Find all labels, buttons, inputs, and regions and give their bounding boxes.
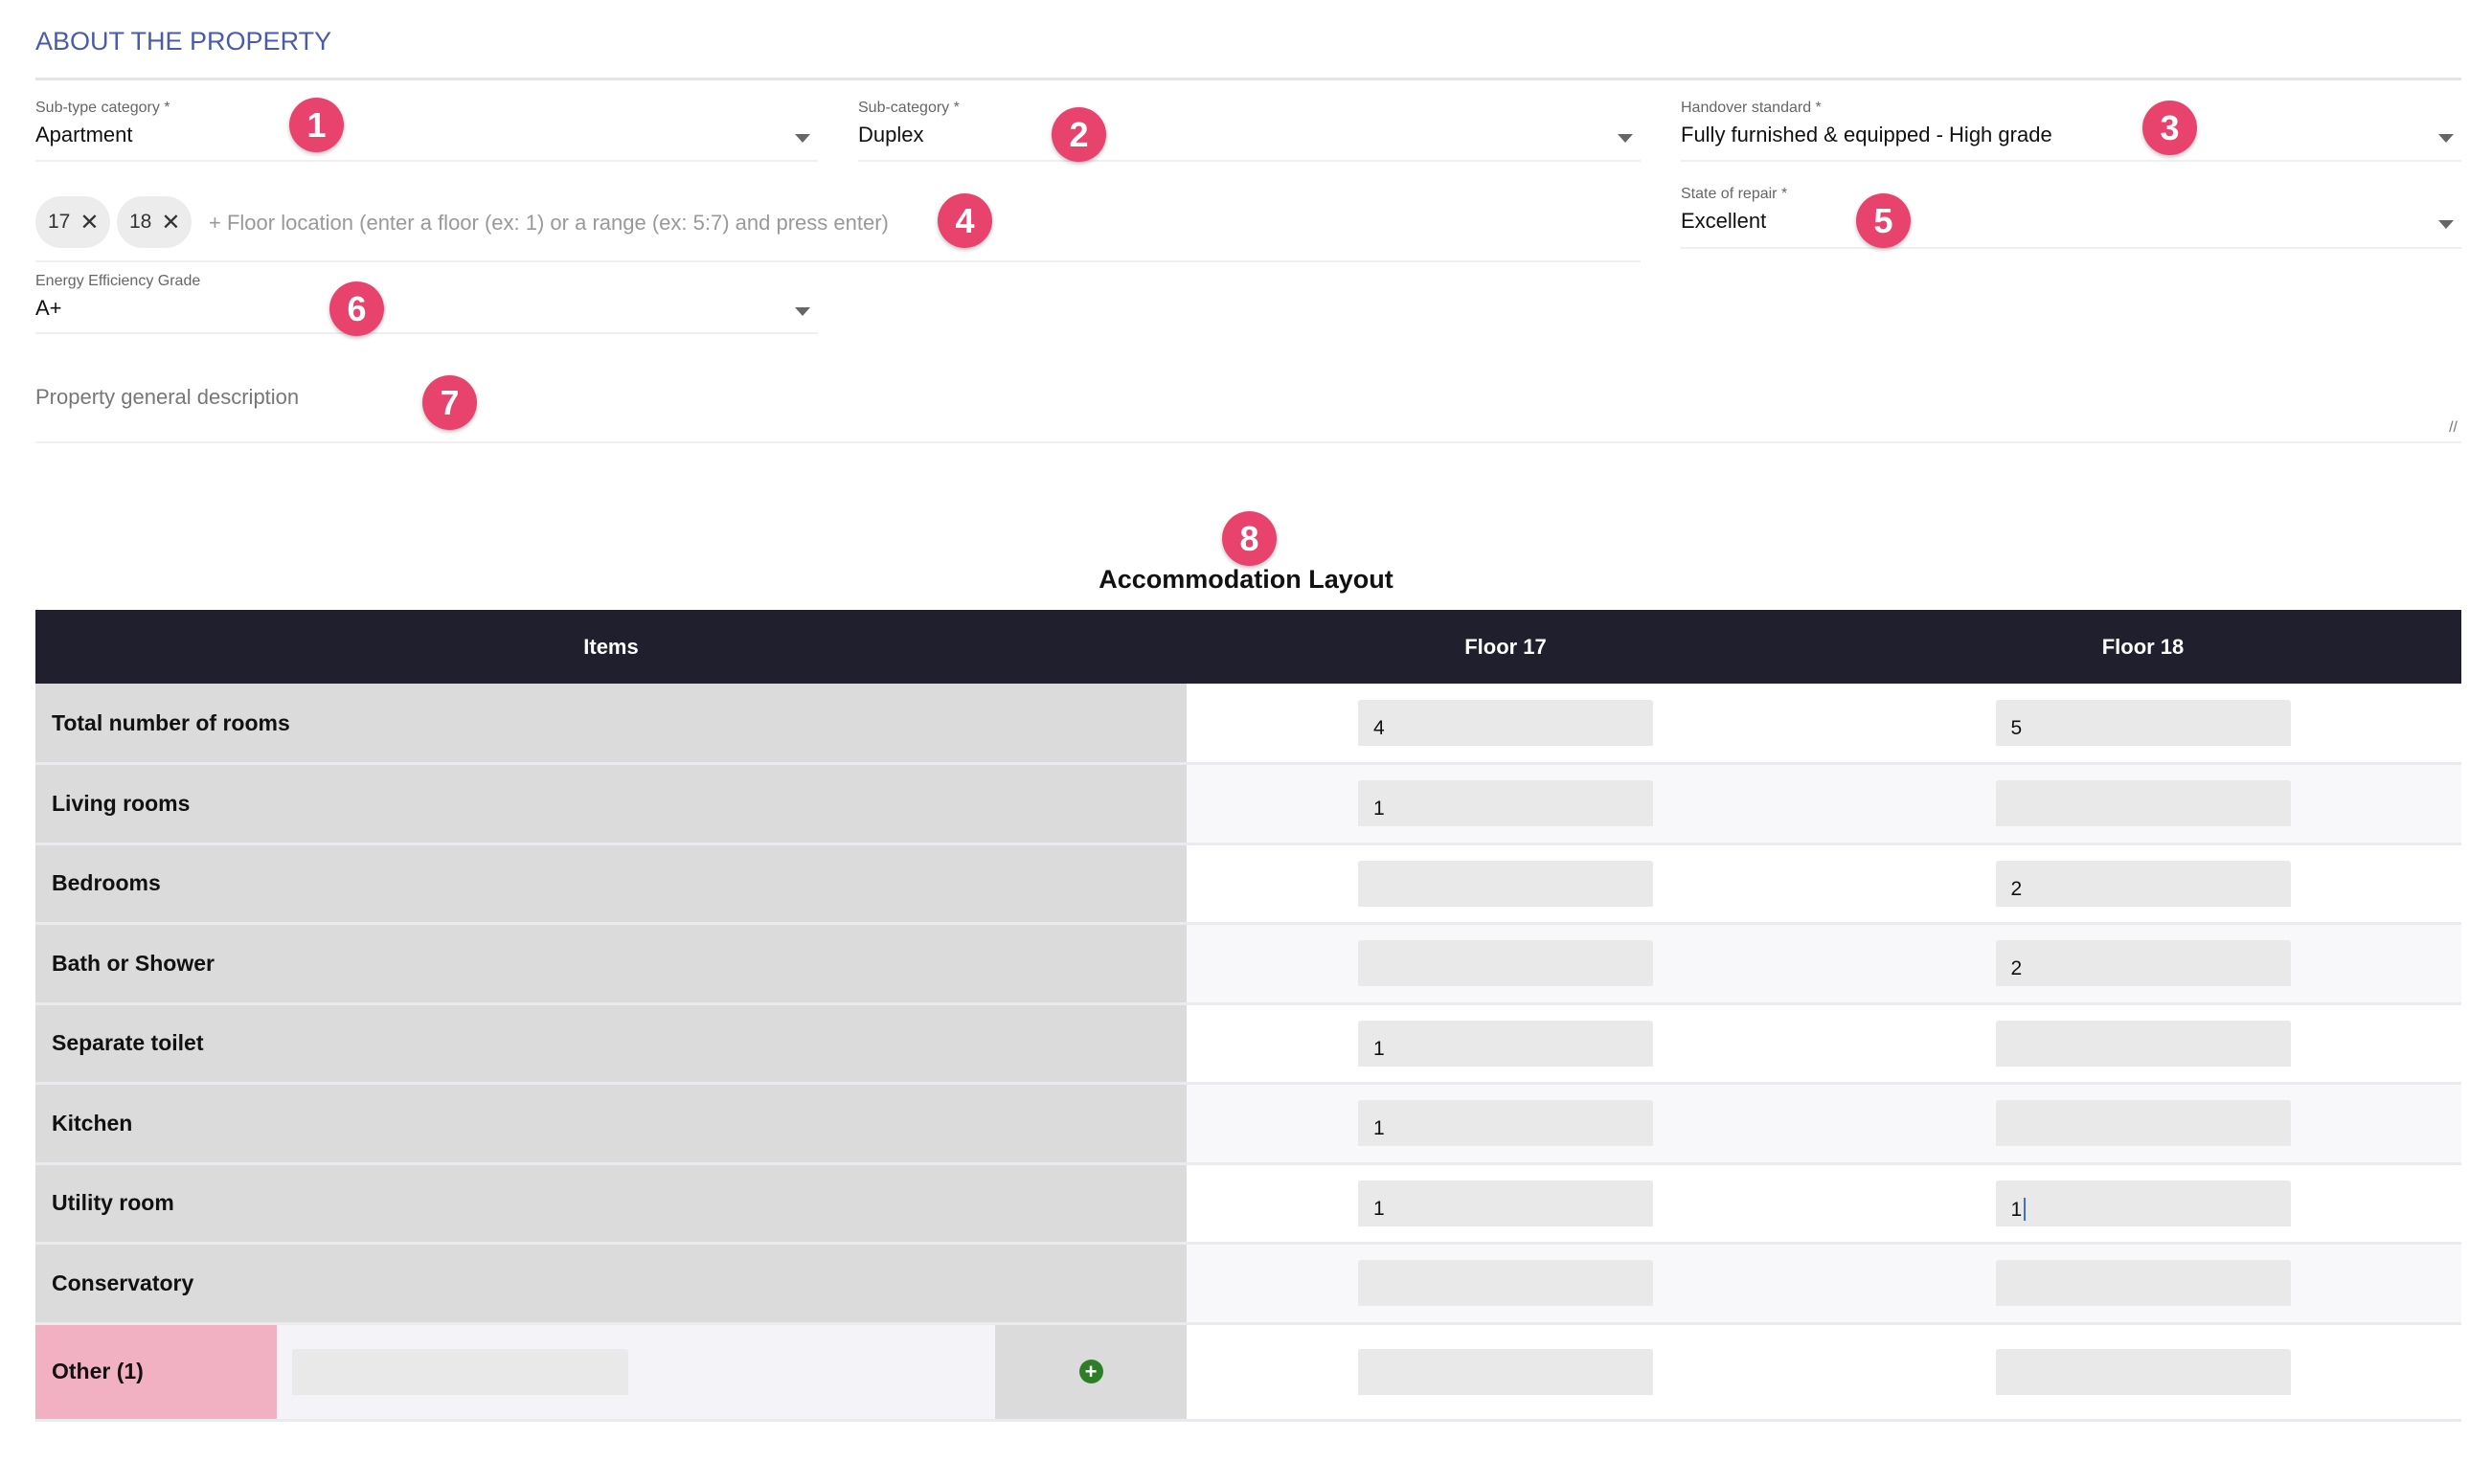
input-value: 2 [2010, 957, 2023, 980]
resize-handle-icon[interactable]: // [2449, 419, 2458, 436]
floor-17-input[interactable]: 1 [1358, 780, 1653, 827]
table-row: Bath or Shower 2 [35, 923, 2461, 1005]
floor-18-input[interactable] [1995, 780, 2291, 827]
floor-17-input[interactable] [1358, 1348, 1653, 1395]
field-label: Sub-category * [858, 100, 960, 116]
header-items: Items [35, 610, 1187, 684]
floor-18-input[interactable]: 2 [1995, 940, 2291, 987]
floor-18-input[interactable]: 2 [1995, 860, 2291, 907]
input-value: 1 [1373, 1117, 1385, 1140]
item-label: Utility room [35, 1163, 1187, 1245]
divider [35, 78, 2461, 80]
floor-17-input[interactable] [1358, 860, 1653, 907]
subtype-category-select[interactable]: Sub-type category * Apartment [35, 100, 818, 162]
input-value: 4 [1373, 717, 1385, 739]
item-label: Separate toilet [35, 1003, 1187, 1085]
table-row: Utility room 1 1 [35, 1163, 2461, 1245]
floor-18-input[interactable] [1995, 1260, 2291, 1307]
description-placeholder: Property general description [35, 385, 300, 409]
text-cursor [2024, 1197, 2027, 1221]
input-value: 1 [1373, 1197, 1385, 1220]
field-label: Handover standard * [1681, 100, 1822, 116]
input-value: 1 [1373, 798, 1385, 821]
item-label: Kitchen [35, 1083, 1187, 1165]
table-row: Bedrooms 2 [35, 843, 2461, 925]
annotation-badge: 4 [938, 193, 992, 248]
floor-18-input[interactable] [1995, 1348, 2291, 1395]
annotation-badge: 1 [289, 98, 344, 152]
close-icon[interactable]: ✕ [79, 209, 100, 236]
table-row: Total number of rooms 4 5 [35, 684, 2461, 765]
state-of-repair-select[interactable]: State of repair * Excellent [1681, 186, 2461, 249]
annotation-badge: 6 [329, 281, 384, 336]
floor-17-input[interactable]: 1 [1358, 1180, 1653, 1226]
add-icon[interactable]: + [1078, 1360, 1103, 1383]
input-value: 2 [2010, 877, 2023, 900]
floor-chip[interactable]: 18 ✕ [117, 196, 192, 248]
floor-17-input[interactable]: 1 [1358, 1020, 1653, 1067]
sub-category-select[interactable]: Sub-category * Duplex [858, 100, 1641, 162]
dropdown-arrow-icon[interactable] [2438, 220, 2454, 229]
table-row-other: Other (1) + [35, 1323, 2461, 1422]
floor-17-input[interactable] [1358, 1260, 1653, 1307]
item-label: Total number of rooms [35, 684, 1187, 765]
header-floor-17: Floor 17 [1187, 610, 1824, 684]
dropdown-arrow-icon[interactable] [795, 307, 810, 316]
table-row: Living rooms 1 [35, 763, 2461, 845]
field-value: A+ [35, 296, 62, 320]
other-label: Other (1) [35, 1323, 277, 1422]
field-value: Fully furnished & equipped - High grade [1681, 123, 2052, 146]
annotation-badge: 3 [2142, 101, 2197, 155]
close-icon[interactable]: ✕ [161, 209, 181, 236]
field-value: Duplex [858, 123, 924, 146]
description-textarea[interactable]: Property general description [35, 373, 2461, 443]
field-label: State of repair * [1681, 186, 1788, 202]
floor-location-placeholder[interactable]: + Floor location (enter a floor (ex: 1) … [209, 211, 889, 235]
field-value: Excellent [1681, 209, 1767, 233]
field-label: Energy Efficiency Grade [35, 273, 201, 289]
floor-chip[interactable]: 17 ✕ [35, 196, 110, 248]
item-label: Conservatory [35, 1243, 1187, 1325]
field-value: Apartment [35, 123, 133, 146]
table-row: Kitchen 1 [35, 1083, 2461, 1165]
floor-location-input[interactable] [35, 191, 1641, 262]
floor-18-input[interactable]: 5 [1995, 700, 2291, 746]
floor-18-input[interactable] [1995, 1020, 2291, 1067]
header-floor-18: Floor 18 [1824, 610, 2461, 684]
item-label: Living rooms [35, 763, 1187, 845]
floor-17-input[interactable] [1358, 940, 1653, 987]
input-value: 1 [1373, 1037, 1385, 1060]
annotation-badge: 2 [1052, 107, 1106, 162]
field-label: Sub-type category * [35, 100, 170, 116]
floor-18-input[interactable] [1995, 1100, 2291, 1147]
table-row: Separate toilet 1 [35, 1003, 2461, 1085]
other-name-input[interactable] [292, 1348, 628, 1395]
dropdown-arrow-icon[interactable] [795, 134, 810, 143]
annotation-badge: 8 [1222, 511, 1277, 566]
annotation-badge: 7 [422, 375, 477, 430]
item-label: Bath or Shower [35, 923, 1187, 1005]
dropdown-arrow-icon[interactable] [1618, 134, 1633, 143]
section-title: ABOUT THE PROPERTY [35, 27, 332, 56]
table-row: Conservatory [35, 1243, 2461, 1325]
input-value: 5 [2010, 717, 2023, 739]
handover-standard-select[interactable]: Handover standard * Fully furnished & eq… [1681, 100, 2461, 162]
chip-label: 18 [129, 211, 152, 233]
floor-18-input[interactable]: 1 [1995, 1180, 2291, 1226]
chip-label: 17 [48, 211, 71, 233]
accommodation-table: Items Floor 17 Floor 18 Total number of … [35, 610, 2461, 1422]
table-title: Accommodation Layout [1099, 565, 1393, 594]
item-label: Bedrooms [35, 843, 1187, 925]
energy-grade-select[interactable]: Energy Efficiency Grade A+ [35, 273, 818, 334]
annotation-badge: 5 [1856, 193, 1911, 248]
dropdown-arrow-icon[interactable] [2438, 134, 2454, 143]
floor-17-input[interactable]: 1 [1358, 1100, 1653, 1147]
floor-17-input[interactable]: 4 [1358, 700, 1653, 746]
input-value: 1 [2010, 1198, 2023, 1221]
